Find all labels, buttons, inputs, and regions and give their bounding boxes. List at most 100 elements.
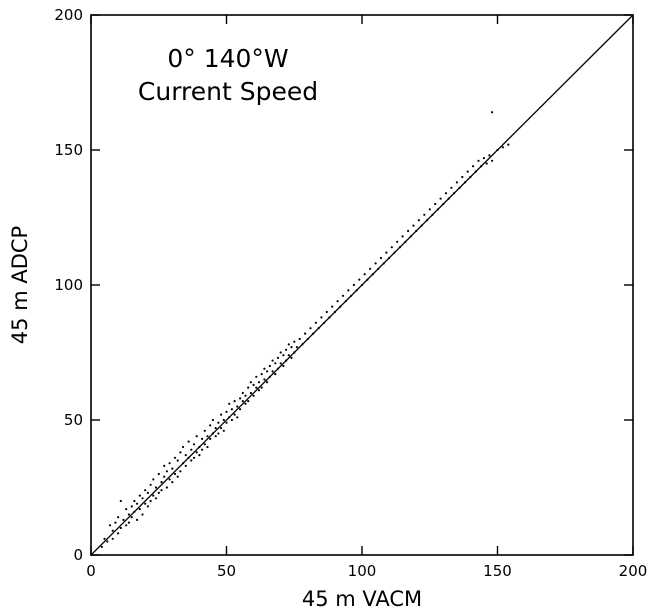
data-point (165, 486, 168, 489)
data-point (187, 440, 190, 443)
data-point (206, 445, 209, 449)
data-point (154, 497, 158, 500)
chart-title-line: 0° 140°W (167, 44, 288, 73)
data-point (491, 111, 494, 114)
data-point (325, 310, 328, 314)
data-point (117, 516, 120, 519)
data-point (171, 481, 174, 484)
data-point (184, 464, 187, 467)
data-point (152, 494, 155, 497)
data-point (450, 186, 453, 189)
data-point (249, 391, 252, 395)
data-point (239, 397, 242, 400)
data-point (209, 424, 212, 427)
data-point (163, 464, 166, 467)
data-point (225, 410, 228, 413)
x-tick-label: 0 (86, 562, 96, 580)
data-point (157, 491, 160, 494)
x-tick-label: 50 (217, 562, 236, 580)
data-point (274, 362, 277, 365)
data-point (263, 367, 266, 370)
data-point (455, 181, 458, 184)
data-point (192, 443, 196, 446)
data-point (173, 456, 177, 459)
data-point (507, 143, 510, 146)
data-point (165, 470, 168, 473)
data-point (341, 294, 345, 297)
data-point (293, 340, 296, 343)
y-tick-label: 150 (54, 141, 83, 159)
data-point (385, 251, 388, 254)
data-point (244, 394, 247, 397)
y-tick-label: 100 (54, 276, 83, 294)
axis-ticks (90, 14, 634, 556)
data-point (168, 462, 171, 465)
data-point (257, 389, 261, 392)
data-point (211, 418, 214, 422)
data-point (133, 499, 136, 503)
data-point (428, 208, 431, 211)
data-points (100, 111, 510, 549)
data-point (407, 229, 410, 233)
data-point (244, 402, 247, 405)
data-point (192, 456, 196, 459)
data-point (347, 289, 350, 292)
data-point (136, 502, 139, 505)
data-point (201, 437, 204, 440)
x-tick-label: 100 (348, 562, 377, 580)
data-point (282, 364, 285, 368)
data-point (241, 400, 244, 403)
data-point (136, 518, 139, 522)
data-point (138, 508, 141, 511)
data-point (379, 256, 383, 260)
data-point (146, 491, 149, 494)
data-point (149, 499, 152, 503)
data-point (501, 146, 504, 149)
data-point (285, 348, 288, 351)
data-point (171, 467, 174, 470)
data-point (352, 283, 355, 287)
data-point (260, 373, 263, 376)
data-point (461, 175, 464, 179)
data-point (249, 381, 252, 384)
data-point (472, 165, 475, 168)
data-point (122, 518, 125, 522)
data-point (228, 402, 231, 405)
data-point (100, 545, 103, 549)
data-point (176, 475, 179, 478)
data-point (247, 386, 250, 389)
data-point (111, 537, 114, 540)
data-point (444, 192, 448, 195)
data-point (230, 408, 233, 411)
data-point (203, 429, 206, 432)
data-point (260, 386, 263, 389)
data-point (190, 459, 193, 462)
data-point (114, 521, 117, 524)
data-point (182, 445, 185, 449)
data-point (233, 400, 236, 403)
data-point (255, 386, 258, 389)
data-point (290, 356, 293, 359)
data-point (190, 448, 193, 451)
data-point (220, 413, 223, 416)
data-point (412, 224, 415, 227)
data-point (279, 351, 282, 354)
data-point (247, 400, 250, 403)
data-point (127, 521, 130, 524)
data-point (236, 416, 239, 419)
chart-title-line: Current Speed (138, 77, 318, 106)
data-point (230, 418, 233, 422)
data-point (108, 524, 112, 527)
data-point (111, 529, 114, 532)
data-point (209, 437, 212, 440)
data-point (127, 513, 130, 516)
data-point (184, 454, 187, 457)
data-point (255, 375, 258, 378)
data-point (266, 370, 269, 373)
data-point (314, 321, 317, 324)
data-point (141, 513, 144, 516)
data-point (304, 332, 307, 335)
data-point (179, 451, 182, 454)
data-point (222, 429, 225, 432)
